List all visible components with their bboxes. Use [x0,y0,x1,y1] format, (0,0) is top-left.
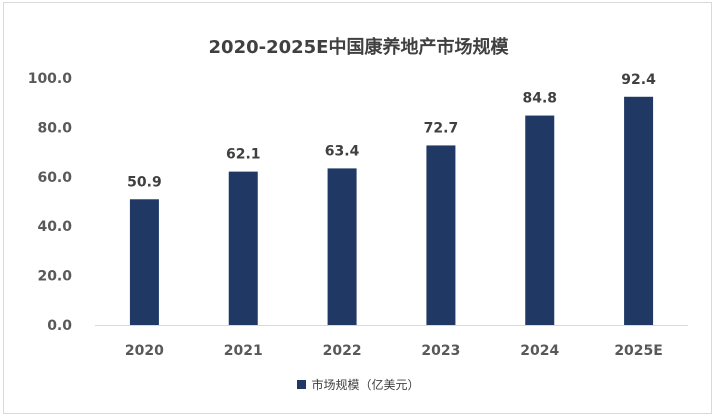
bar [525,115,555,325]
chart-title: 2020-2025E中国康养地产市场规模 [208,37,509,58]
bar [228,171,258,325]
y-tick-label: 60.0 [37,170,72,186]
x-tick-label: 2020 [125,343,164,359]
y-tick-label: 20.0 [37,269,72,285]
x-tick-label: 2021 [224,343,263,359]
data-label: 84.8 [522,91,557,107]
bar [624,96,654,325]
legend-swatch [297,380,307,389]
y-tick-label: 100.0 [28,71,73,87]
x-tick-label: 2025E [614,343,663,359]
data-label: 62.1 [226,147,261,163]
data-label: 92.4 [621,72,656,88]
legend-label: 市场规模（亿美元） [311,378,420,392]
x-tick-label: 2024 [520,343,559,359]
chart-legend: 市场规模（亿美元） [0,376,717,393]
x-tick-label: 2022 [323,343,362,359]
y-tick-label: 0.0 [47,318,72,334]
y-tick-label: 40.0 [37,219,72,235]
bar [129,199,159,325]
data-label: 63.4 [325,143,360,159]
data-label: 50.9 [127,174,162,190]
data-label: 72.7 [424,120,459,136]
x-tick-label: 2023 [421,343,460,359]
bar [426,145,456,325]
chart-frame [3,2,712,414]
y-tick-label: 80.0 [37,120,72,136]
bar [327,168,357,325]
